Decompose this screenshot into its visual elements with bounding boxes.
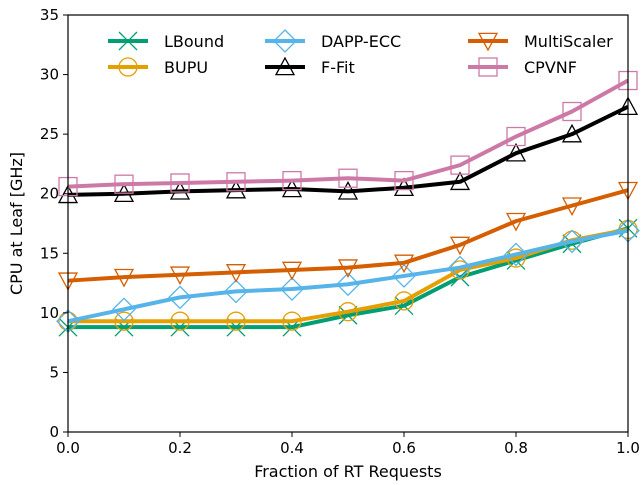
data-point-dapp-ecc [392, 264, 416, 288]
y-tick-label: 15 [40, 244, 59, 262]
data-point-bupu [282, 311, 302, 331]
series-f-fit [57, 96, 639, 204]
y-tick-label: 0 [49, 423, 59, 441]
legend-label-f-fit: F-Fit [321, 58, 355, 77]
data-point-multiscaler [449, 236, 471, 256]
series-line-multiscaler [67, 188, 629, 283]
data-point-bupu [170, 311, 190, 331]
legend-item-dapp-ecc: DAPP-ECC [265, 29, 401, 53]
legend: LBound BUPU DAPP-ECC F-Fit MultiScaler CPVNF [108, 29, 613, 77]
data-point-f-fit [505, 142, 527, 162]
series-layer [56, 70, 640, 337]
data-point-f-fit [281, 178, 303, 198]
x-tick-label: 0.4 [280, 439, 304, 457]
data-point-multiscaler [393, 254, 415, 274]
data-point-cpvnf [450, 155, 470, 175]
data-point-f-fit [561, 123, 583, 143]
data-point-dapp-ecc [168, 285, 192, 310]
data-point-dapp-ecc [448, 255, 472, 280]
data-point-cpvnf [506, 126, 526, 147]
data-point-cpvnf [170, 173, 190, 193]
legend-label-cpvnf: CPVNF [524, 58, 577, 77]
data-point-bupu [338, 302, 358, 322]
data-point-f-fit [449, 171, 471, 191]
data-point-dapp-ecc [504, 242, 528, 267]
series-dapp-ecc [56, 218, 640, 334]
data-point-multiscaler [505, 212, 527, 232]
data-point-dapp-ecc [280, 277, 304, 301]
legend-marker-multiscaler [477, 32, 499, 52]
series-cpvnf [58, 70, 638, 197]
data-point-f-fit [393, 177, 415, 197]
legend-label-lbound: LBound [164, 32, 224, 51]
data-point-multiscaler [337, 259, 359, 278]
data-point-cpvnf [562, 101, 582, 122]
legend-marker-cpvnf [478, 57, 498, 77]
legend-marker-f-fit [274, 56, 296, 76]
legend-item-cpvnf: CPVNF [468, 57, 577, 77]
plot-area-frame [67, 14, 629, 433]
y-tick-label: 20 [40, 185, 59, 203]
data-point-cpvnf [394, 170, 414, 191]
y-tick-label: 35 [40, 6, 59, 24]
x-tick-label: 0.6 [392, 439, 416, 457]
x-tick-label: 0.8 [504, 439, 528, 457]
data-point-multiscaler [113, 268, 135, 288]
data-point-multiscaler [281, 261, 303, 281]
y-tick-label: 5 [49, 363, 59, 381]
data-point-bupu [394, 291, 414, 311]
legend-marker-bupu [118, 57, 138, 77]
data-point-multiscaler [169, 266, 191, 286]
series-line-dapp-ecc [67, 228, 629, 324]
data-point-dapp-ecc [224, 279, 248, 304]
y-tick-label: 30 [40, 66, 59, 84]
data-point-bupu [114, 311, 134, 331]
x-axis-label: Fraction of RT Requests [254, 462, 442, 481]
legend-label-dapp-ecc: DAPP-ECC [321, 32, 401, 51]
legend-label-bupu: BUPU [164, 58, 208, 77]
legend-item-lbound: LBound [108, 31, 224, 51]
legend-marker-lbound [118, 31, 138, 51]
data-point-dapp-ecc [560, 229, 584, 254]
data-point-multiscaler [225, 264, 247, 283]
legend-marker-dapp-ecc [273, 29, 297, 53]
data-point-cpvnf [226, 172, 246, 192]
axis-ticks: 0.0 0.2 0.4 0.6 0.8 1.0 0 5 10 15 20 25 30 35 [40, 6, 640, 457]
legend-item-multiscaler: MultiScaler [468, 32, 613, 52]
data-point-cpvnf [114, 174, 134, 194]
data-point-dapp-ecc [112, 297, 136, 322]
data-point-f-fit [169, 180, 191, 200]
series-line-f-fit [67, 104, 629, 197]
legend-item-f-fit: F-Fit [265, 56, 355, 77]
data-point-f-fit [225, 179, 247, 199]
data-point-dapp-ecc [336, 272, 360, 297]
y-tick-label: 10 [40, 304, 59, 322]
data-point-bupu [226, 311, 246, 331]
data-point-cpvnf [282, 170, 302, 191]
data-point-multiscaler [561, 197, 583, 216]
x-tick-label: 0.0 [56, 439, 80, 457]
data-point-cpvnf [338, 168, 358, 188]
y-axis-label: CPU at Leaf [GHz] [7, 152, 26, 295]
legend-item-bupu: BUPU [108, 57, 208, 77]
legend-label-multiscaler: MultiScaler [524, 32, 613, 51]
x-tick-label: 0.2 [168, 439, 192, 457]
series-line-cpvnf [67, 78, 629, 189]
x-tick-label: 1.0 [616, 439, 640, 457]
y-tick-label: 25 [40, 125, 59, 143]
data-point-f-fit [337, 180, 359, 200]
